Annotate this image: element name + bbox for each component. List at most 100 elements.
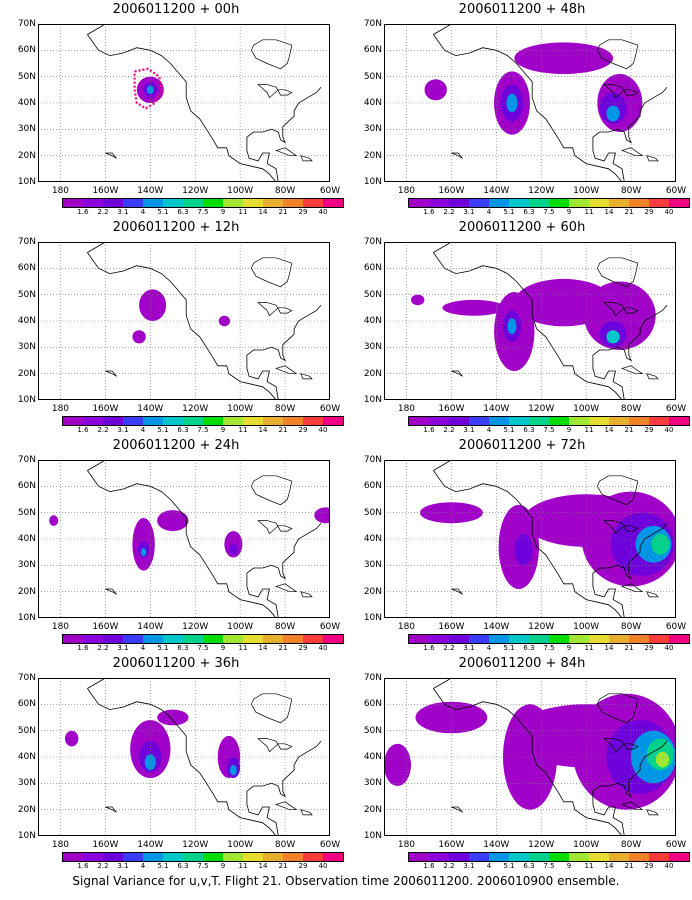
- colorbar-label: 29: [298, 208, 308, 216]
- colorbar-label: 2.2: [443, 644, 455, 652]
- colorbar-swatch: [183, 199, 203, 207]
- colorbar-swatch: [203, 199, 223, 207]
- colorbar-swatch: [223, 635, 243, 643]
- coastline: [246, 740, 322, 836]
- colorbar-label: 6.3: [523, 644, 535, 652]
- coastline: [433, 242, 564, 253]
- coastline: [246, 86, 322, 182]
- colorbar-swatch: [243, 417, 263, 425]
- lat-tick-label: 40N: [363, 316, 382, 326]
- variance-contour: [140, 548, 147, 557]
- colorbar-label: 9: [566, 426, 572, 434]
- colorbar-label: 11: [584, 644, 594, 652]
- lon-tick-label: 180: [51, 186, 70, 196]
- lon-tick-label: 100W: [573, 622, 600, 632]
- colorbar-swatch: [669, 853, 689, 861]
- colorbar-swatch: [489, 853, 509, 861]
- coastline: [300, 591, 313, 598]
- colorbar-swatch: [303, 635, 323, 643]
- lat-tick-label: 20N: [17, 586, 36, 597]
- lat-tick-label: 70N: [363, 237, 382, 247]
- coastline: [300, 373, 313, 380]
- colorbar-label: 14: [258, 426, 268, 434]
- colorbar-swatch: [163, 199, 183, 207]
- colorbar-swatch: [283, 635, 303, 643]
- colorbar-label: 40: [318, 208, 328, 216]
- colorbar-label: 29: [644, 426, 654, 434]
- lat-tick-label: 70N: [363, 455, 382, 465]
- colorbar-label: 3.1: [117, 862, 129, 870]
- colorbar-label: 5.1: [157, 862, 169, 870]
- colorbar-label: 4: [486, 208, 492, 216]
- colorbar-swatch: [609, 199, 629, 207]
- colorbar-label: 11: [584, 208, 594, 216]
- coastline: [646, 809, 659, 816]
- lon-tick-label: 120W: [182, 840, 209, 850]
- colorbar: [408, 198, 690, 208]
- panel-title: 2006011200 + 12h: [112, 220, 240, 235]
- colorbar-swatch: [529, 199, 549, 207]
- colorbar-swatch: [143, 853, 163, 861]
- colorbar-label: 29: [298, 426, 308, 434]
- colorbar-label: 40: [318, 862, 328, 870]
- colorbar-label: 11: [238, 208, 248, 216]
- coastline: [87, 24, 218, 35]
- coastline: [257, 84, 293, 99]
- colorbar-swatch: [163, 635, 183, 643]
- colorbar-swatch: [203, 853, 223, 861]
- colorbar-swatch: [283, 417, 303, 425]
- colorbar-label: 1.6: [423, 644, 435, 652]
- variance-contour: [506, 93, 518, 113]
- colorbar-label: 40: [318, 426, 328, 434]
- lat-tick-label: 10N: [17, 177, 36, 187]
- colorbar-swatch: [409, 635, 429, 643]
- lat-tick-label: 70N: [17, 673, 36, 683]
- lat-tick-label: 30N: [363, 342, 382, 353]
- lat-tick-label: 50N: [363, 71, 382, 82]
- lat-tick-label: 40N: [17, 752, 36, 762]
- coastline: [251, 257, 293, 288]
- colorbar-swatch: [449, 853, 469, 861]
- colorbar-swatch: [409, 417, 429, 425]
- colorbar-label: 4: [486, 862, 492, 870]
- coastline: [433, 688, 623, 836]
- coastline: [246, 304, 322, 400]
- lat-tick-label: 40N: [363, 752, 382, 762]
- colorbar-swatch: [63, 853, 83, 861]
- colorbar-label: 14: [604, 208, 614, 216]
- lat-tick-label: 70N: [363, 673, 382, 683]
- lat-tick-label: 60N: [17, 699, 36, 710]
- colorbar-swatch: [509, 635, 529, 643]
- coastline: [87, 242, 218, 253]
- colorbar-swatch: [263, 853, 283, 861]
- coastline: [433, 34, 623, 182]
- lon-tick-label: 180: [397, 840, 416, 850]
- colorbar-label: 21: [624, 644, 634, 652]
- panel-title: 2006011200 + 00h: [112, 2, 240, 17]
- colorbar-swatch: [569, 199, 589, 207]
- lon-tick-label: 140W: [483, 622, 510, 632]
- coastline: [87, 678, 218, 689]
- lon-tick-label: 80W: [274, 622, 296, 632]
- colorbar-swatch: [429, 417, 449, 425]
- lon-tick-label: 80W: [620, 840, 642, 850]
- lat-tick-label: 30N: [17, 778, 36, 789]
- coastline: [433, 24, 564, 35]
- coastline: [257, 738, 293, 753]
- colorbar-label: 4: [140, 644, 146, 652]
- colorbar-swatch: [283, 199, 303, 207]
- colorbar-swatch: [163, 853, 183, 861]
- lon-tick-label: 60W: [665, 622, 687, 632]
- coastline: [275, 147, 298, 157]
- lon-tick-label: 60W: [665, 404, 687, 414]
- colorbar-label: 14: [604, 426, 614, 434]
- colorbar: [62, 416, 344, 426]
- colorbar-label: 11: [238, 426, 248, 434]
- colorbar-swatch: [609, 853, 629, 861]
- coastline: [621, 583, 644, 593]
- colorbar-swatch: [529, 635, 549, 643]
- lat-tick-label: 40N: [17, 534, 36, 544]
- colorbar-label: 14: [604, 862, 614, 870]
- coastline: [105, 806, 117, 813]
- lat-tick-label: 30N: [17, 560, 36, 571]
